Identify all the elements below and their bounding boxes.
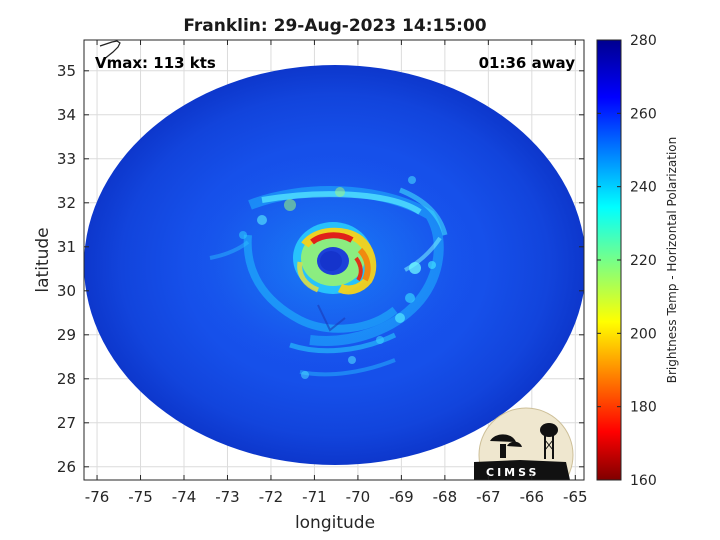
y-tick-label: 28 (57, 370, 76, 388)
colorbar-tick-label: 200 (630, 326, 657, 342)
x-tick-label: -67 (476, 488, 501, 506)
cimss-logo: CIMSS (474, 407, 574, 480)
vmax-annotation: Vmax: 113 kts (95, 54, 216, 72)
axes-box (83, 39, 585, 481)
colorbar-tick-label: 240 (630, 180, 657, 196)
x-tick-label: -75 (128, 488, 153, 506)
x-tick-label: -76 (85, 488, 110, 506)
x-tick-label: -71 (302, 488, 327, 506)
x-tick-label: -68 (433, 488, 458, 506)
y-tick-label: 31 (57, 238, 76, 256)
colorbar: 160 180 200 220 240 260 280 Brightness Temp - … (596, 33, 679, 489)
x-tick-label: -74 (172, 488, 197, 506)
colorbar-label: Brightness Temp - Horizontal Polarizatio… (665, 137, 679, 384)
x-tick-label: -65 (563, 488, 588, 506)
y-tick-label: 30 (57, 282, 76, 300)
brightness-temp-swath (84, 65, 584, 465)
y-tick-label: 33 (57, 150, 76, 168)
y-tick-label: 29 (57, 326, 76, 344)
x-tick-label: -69 (389, 488, 414, 506)
chart-title: Franklin: 29-Aug-2023 14:15:00 (183, 16, 486, 36)
y-tick-label: 26 (57, 458, 76, 476)
x-tick-label: -66 (520, 488, 545, 506)
colorbar-tick-label: 260 (630, 106, 657, 122)
time-away-annotation: 01:36 away (479, 54, 576, 72)
x-tick-label: -72 (259, 488, 284, 506)
y-axis-label: latitude (33, 227, 53, 292)
colorbar-tick-label: 280 (630, 33, 657, 49)
colorbar-tick-label: 220 (630, 253, 657, 269)
colorbar-tick-label: 180 (630, 400, 657, 416)
y-tick-label: 32 (57, 194, 76, 212)
x-axis: -76 -75 -74 -73 -72 -71 -70 -69 -68 -67 -66 -65 (85, 40, 588, 506)
cimss-logo-text: CIMSS (486, 466, 539, 479)
colorbar-ticks: 160 180 200 220 240 260 280 (597, 33, 657, 489)
y-tick-label: 34 (57, 106, 76, 124)
coastline (99, 40, 121, 61)
x-tick-label: -70 (346, 488, 371, 506)
x-tick-label: -73 (215, 488, 240, 506)
colorbar-tick-label: 160 (630, 473, 657, 489)
y-tick-label: 35 (57, 62, 76, 80)
x-axis-label: longitude (295, 513, 375, 533)
y-axis: 26 27 28 29 30 31 32 33 34 35 (57, 62, 584, 476)
y-tick-label: 27 (57, 414, 76, 432)
